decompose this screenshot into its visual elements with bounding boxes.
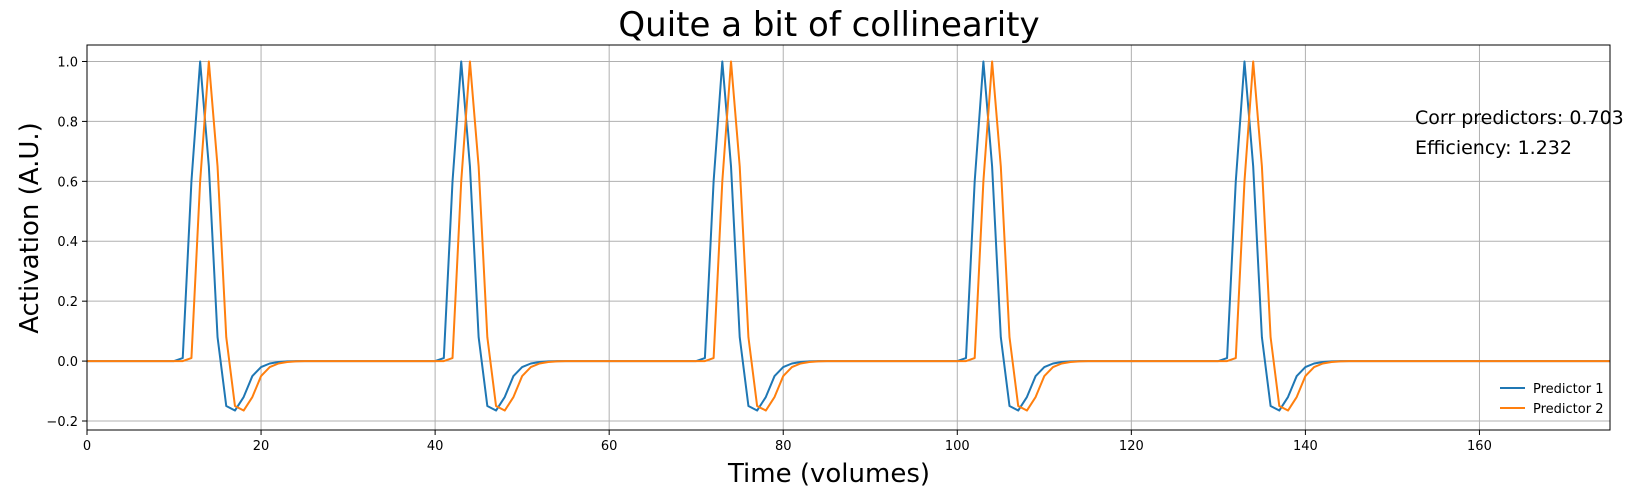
x-tick-label: 80 — [775, 439, 792, 454]
y-tick-label: 1.0 — [57, 55, 78, 70]
series-line-predictor-2 — [87, 60, 1610, 412]
series-line-predictor-1 — [87, 60, 1610, 412]
axes-frame — [86, 44, 1611, 431]
annotation-efficiency: Efficiency: 1.232 — [1415, 137, 1572, 159]
legend: Predictor 1 Predictor 2 — [1500, 382, 1603, 417]
x-axis-title: Time (volumes) — [727, 459, 930, 489]
annotation-corr-predictors: Corr predictors: 0.703 — [1415, 107, 1624, 129]
legend-label-predictor-1: Predictor 1 — [1533, 382, 1603, 397]
y-tick-label: 0.0 — [57, 355, 78, 370]
y-tick-label: 0.4 — [57, 235, 78, 250]
chart-title: Quite a bit of collinearity — [618, 5, 1039, 45]
x-tick-label: 60 — [601, 439, 618, 454]
x-tick-label: 160 — [1467, 439, 1492, 454]
x-tick-label: 140 — [1293, 439, 1318, 454]
x-tick-label: 40 — [427, 439, 444, 454]
y-tick-label: 0.8 — [57, 115, 78, 130]
x-tick-label: 20 — [253, 439, 270, 454]
grid-layer — [86, 45, 1610, 430]
tick-layer: 0 20 40 60 80 100 120 140 160 −0.2 0.0 0.2 0.4 0.6 0.8… — [46, 55, 1491, 454]
x-tick-label: 0 — [83, 439, 91, 454]
series-layer — [87, 60, 1610, 412]
y-tick-label: 0.6 — [57, 175, 78, 190]
y-tick-label: 0.2 — [57, 295, 78, 310]
legend-label-predictor-2: Predictor 2 — [1533, 402, 1603, 417]
x-tick-label: 120 — [1119, 439, 1144, 454]
y-tick-label: −0.2 — [46, 415, 78, 430]
y-axis-title: Activation (A.U.) — [15, 122, 45, 334]
x-tick-label: 100 — [945, 439, 970, 454]
